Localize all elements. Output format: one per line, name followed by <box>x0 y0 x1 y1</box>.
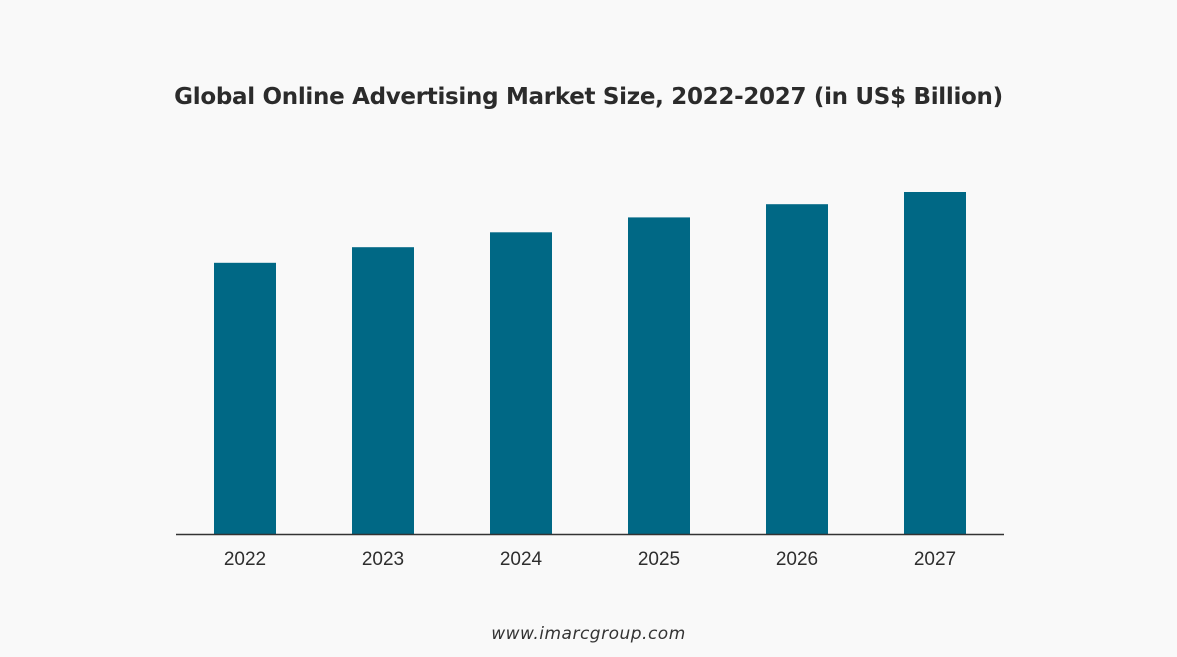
chart-title: Global Online Advertising Market Size, 2… <box>174 84 1003 110</box>
x-tick-label-2022: 2022 <box>224 549 266 570</box>
source-footer: www.imarcgroup.com <box>491 624 686 644</box>
x-tick-labels: 2022 2023 2024 2025 2026 2027 <box>224 549 956 570</box>
bar-2023 <box>352 247 414 534</box>
bar-2022 <box>214 262 276 534</box>
x-tick-label-2024: 2024 <box>500 549 543 570</box>
bars-group <box>214 192 966 535</box>
bar-2025 <box>628 217 690 534</box>
bar-2024 <box>490 232 552 535</box>
bar-2026 <box>766 204 828 534</box>
x-tick-label-2026: 2026 <box>776 549 818 570</box>
bar-2027 <box>904 192 966 534</box>
x-tick-label-2025: 2025 <box>638 549 680 570</box>
x-tick-label-2027: 2027 <box>914 549 956 570</box>
x-tick-label-2023: 2023 <box>362 549 404 570</box>
